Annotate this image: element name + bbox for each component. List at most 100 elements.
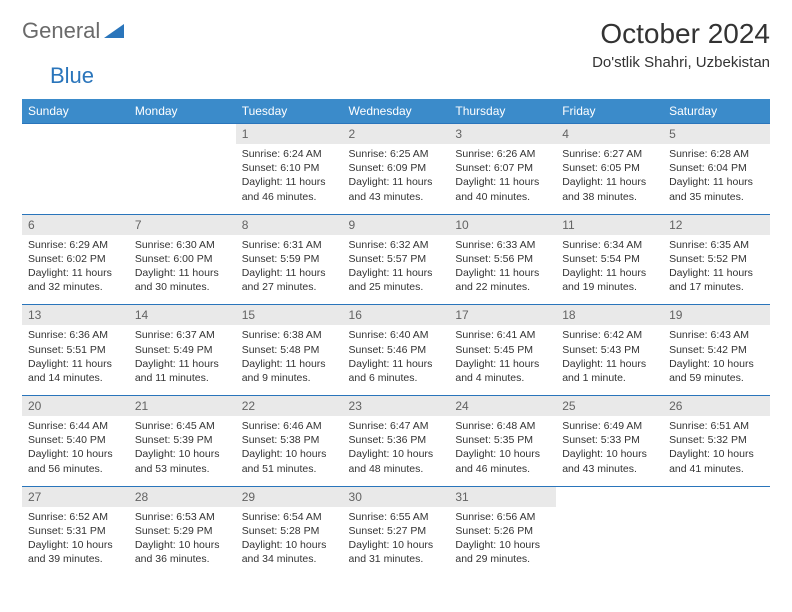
sunrise: Sunrise: 6:29 AM bbox=[28, 238, 123, 252]
sunrise: Sunrise: 6:45 AM bbox=[135, 419, 230, 433]
sunrise: Sunrise: 6:35 AM bbox=[669, 238, 764, 252]
sunrise: Sunrise: 6:46 AM bbox=[242, 419, 337, 433]
day-details-cell: Sunrise: 6:46 AMSunset: 5:38 PMDaylight:… bbox=[236, 416, 343, 486]
daylight: Daylight: 10 hours and 31 minutes. bbox=[349, 538, 444, 566]
day-details-cell: Sunrise: 6:45 AMSunset: 5:39 PMDaylight:… bbox=[129, 416, 236, 486]
daylight: Daylight: 11 hours and 35 minutes. bbox=[669, 175, 764, 203]
day-number-cell: 27 bbox=[22, 486, 129, 507]
day-details-cell: Sunrise: 6:32 AMSunset: 5:57 PMDaylight:… bbox=[343, 235, 450, 305]
day-number-cell: 9 bbox=[343, 214, 450, 235]
day-number-cell: 10 bbox=[449, 214, 556, 235]
day-details-cell: Sunrise: 6:44 AMSunset: 5:40 PMDaylight:… bbox=[22, 416, 129, 486]
week-daynum-row: 6789101112 bbox=[22, 214, 770, 235]
sunset: Sunset: 5:54 PM bbox=[562, 252, 657, 266]
sunset: Sunset: 5:39 PM bbox=[135, 433, 230, 447]
col-saturday: Saturday bbox=[663, 99, 770, 124]
sunset: Sunset: 5:32 PM bbox=[669, 433, 764, 447]
sunset: Sunset: 5:26 PM bbox=[455, 524, 550, 538]
day-number-cell: 25 bbox=[556, 396, 663, 417]
day-number-cell: 7 bbox=[129, 214, 236, 235]
daylight: Daylight: 11 hours and 40 minutes. bbox=[455, 175, 550, 203]
day-details-cell: Sunrise: 6:41 AMSunset: 5:45 PMDaylight:… bbox=[449, 325, 556, 395]
sunrise: Sunrise: 6:55 AM bbox=[349, 510, 444, 524]
day-number-cell bbox=[22, 124, 129, 145]
week-details-row: Sunrise: 6:36 AMSunset: 5:51 PMDaylight:… bbox=[22, 325, 770, 395]
day-number-cell: 22 bbox=[236, 396, 343, 417]
logo-triangle-icon bbox=[104, 18, 124, 44]
col-monday: Monday bbox=[129, 99, 236, 124]
daylight: Daylight: 11 hours and 25 minutes. bbox=[349, 266, 444, 294]
day-number-cell: 26 bbox=[663, 396, 770, 417]
daylight: Daylight: 11 hours and 38 minutes. bbox=[562, 175, 657, 203]
sunset: Sunset: 5:40 PM bbox=[28, 433, 123, 447]
daylight: Daylight: 11 hours and 32 minutes. bbox=[28, 266, 123, 294]
day-details-cell: Sunrise: 6:40 AMSunset: 5:46 PMDaylight:… bbox=[343, 325, 450, 395]
sunset: Sunset: 5:49 PM bbox=[135, 343, 230, 357]
day-details-cell: Sunrise: 6:47 AMSunset: 5:36 PMDaylight:… bbox=[343, 416, 450, 486]
week-daynum-row: 13141516171819 bbox=[22, 305, 770, 326]
day-number-cell: 18 bbox=[556, 305, 663, 326]
sunrise: Sunrise: 6:26 AM bbox=[455, 147, 550, 161]
sunrise: Sunrise: 6:38 AM bbox=[242, 328, 337, 342]
col-tuesday: Tuesday bbox=[236, 99, 343, 124]
day-details-cell: Sunrise: 6:43 AMSunset: 5:42 PMDaylight:… bbox=[663, 325, 770, 395]
day-details-cell: Sunrise: 6:29 AMSunset: 6:02 PMDaylight:… bbox=[22, 235, 129, 305]
daylight: Daylight: 10 hours and 36 minutes. bbox=[135, 538, 230, 566]
day-number-cell: 29 bbox=[236, 486, 343, 507]
day-header-row: Sunday Monday Tuesday Wednesday Thursday… bbox=[22, 99, 770, 124]
day-number-cell: 3 bbox=[449, 124, 556, 145]
sunset: Sunset: 5:28 PM bbox=[242, 524, 337, 538]
sunrise: Sunrise: 6:41 AM bbox=[455, 328, 550, 342]
day-number-cell: 4 bbox=[556, 124, 663, 145]
day-details-cell bbox=[556, 507, 663, 577]
day-details-cell: Sunrise: 6:54 AMSunset: 5:28 PMDaylight:… bbox=[236, 507, 343, 577]
sunrise: Sunrise: 6:37 AM bbox=[135, 328, 230, 342]
day-number-cell bbox=[556, 486, 663, 507]
logo: General bbox=[22, 18, 126, 44]
day-number-cell: 23 bbox=[343, 396, 450, 417]
day-details-cell: Sunrise: 6:31 AMSunset: 5:59 PMDaylight:… bbox=[236, 235, 343, 305]
day-number-cell: 28 bbox=[129, 486, 236, 507]
day-details-cell: Sunrise: 6:34 AMSunset: 5:54 PMDaylight:… bbox=[556, 235, 663, 305]
sunrise: Sunrise: 6:30 AM bbox=[135, 238, 230, 252]
sunrise: Sunrise: 6:24 AM bbox=[242, 147, 337, 161]
day-number-cell: 6 bbox=[22, 214, 129, 235]
day-number-cell: 21 bbox=[129, 396, 236, 417]
daylight: Daylight: 11 hours and 19 minutes. bbox=[562, 266, 657, 294]
sunset: Sunset: 5:42 PM bbox=[669, 343, 764, 357]
day-number-cell: 8 bbox=[236, 214, 343, 235]
day-details-cell: Sunrise: 6:38 AMSunset: 5:48 PMDaylight:… bbox=[236, 325, 343, 395]
daylight: Daylight: 11 hours and 46 minutes. bbox=[242, 175, 337, 203]
sunrise: Sunrise: 6:32 AM bbox=[349, 238, 444, 252]
sunset: Sunset: 6:10 PM bbox=[242, 161, 337, 175]
daylight: Daylight: 11 hours and 43 minutes. bbox=[349, 175, 444, 203]
daylight: Daylight: 10 hours and 46 minutes. bbox=[455, 447, 550, 475]
daylight: Daylight: 11 hours and 1 minute. bbox=[562, 357, 657, 385]
week-daynum-row: 2728293031 bbox=[22, 486, 770, 507]
sunrise: Sunrise: 6:52 AM bbox=[28, 510, 123, 524]
sunrise: Sunrise: 6:56 AM bbox=[455, 510, 550, 524]
sunset: Sunset: 5:52 PM bbox=[669, 252, 764, 266]
day-details-cell: Sunrise: 6:42 AMSunset: 5:43 PMDaylight:… bbox=[556, 325, 663, 395]
sunrise: Sunrise: 6:34 AM bbox=[562, 238, 657, 252]
daylight: Daylight: 10 hours and 59 minutes. bbox=[669, 357, 764, 385]
day-number-cell: 16 bbox=[343, 305, 450, 326]
day-number-cell: 5 bbox=[663, 124, 770, 145]
day-details-cell: Sunrise: 6:25 AMSunset: 6:09 PMDaylight:… bbox=[343, 144, 450, 214]
daylight: Daylight: 10 hours and 51 minutes. bbox=[242, 447, 337, 475]
day-details-cell: Sunrise: 6:36 AMSunset: 5:51 PMDaylight:… bbox=[22, 325, 129, 395]
sunrise: Sunrise: 6:49 AM bbox=[562, 419, 657, 433]
day-number-cell: 12 bbox=[663, 214, 770, 235]
sunset: Sunset: 6:00 PM bbox=[135, 252, 230, 266]
week-details-row: Sunrise: 6:44 AMSunset: 5:40 PMDaylight:… bbox=[22, 416, 770, 486]
daylight: Daylight: 10 hours and 29 minutes. bbox=[455, 538, 550, 566]
week-daynum-row: 20212223242526 bbox=[22, 396, 770, 417]
day-details-cell: Sunrise: 6:53 AMSunset: 5:29 PMDaylight:… bbox=[129, 507, 236, 577]
sunset: Sunset: 6:09 PM bbox=[349, 161, 444, 175]
logo-text-1: General bbox=[22, 18, 100, 44]
day-number-cell: 15 bbox=[236, 305, 343, 326]
day-number-cell: 24 bbox=[449, 396, 556, 417]
day-number-cell: 20 bbox=[22, 396, 129, 417]
sunset: Sunset: 5:59 PM bbox=[242, 252, 337, 266]
week-details-row: Sunrise: 6:24 AMSunset: 6:10 PMDaylight:… bbox=[22, 144, 770, 214]
